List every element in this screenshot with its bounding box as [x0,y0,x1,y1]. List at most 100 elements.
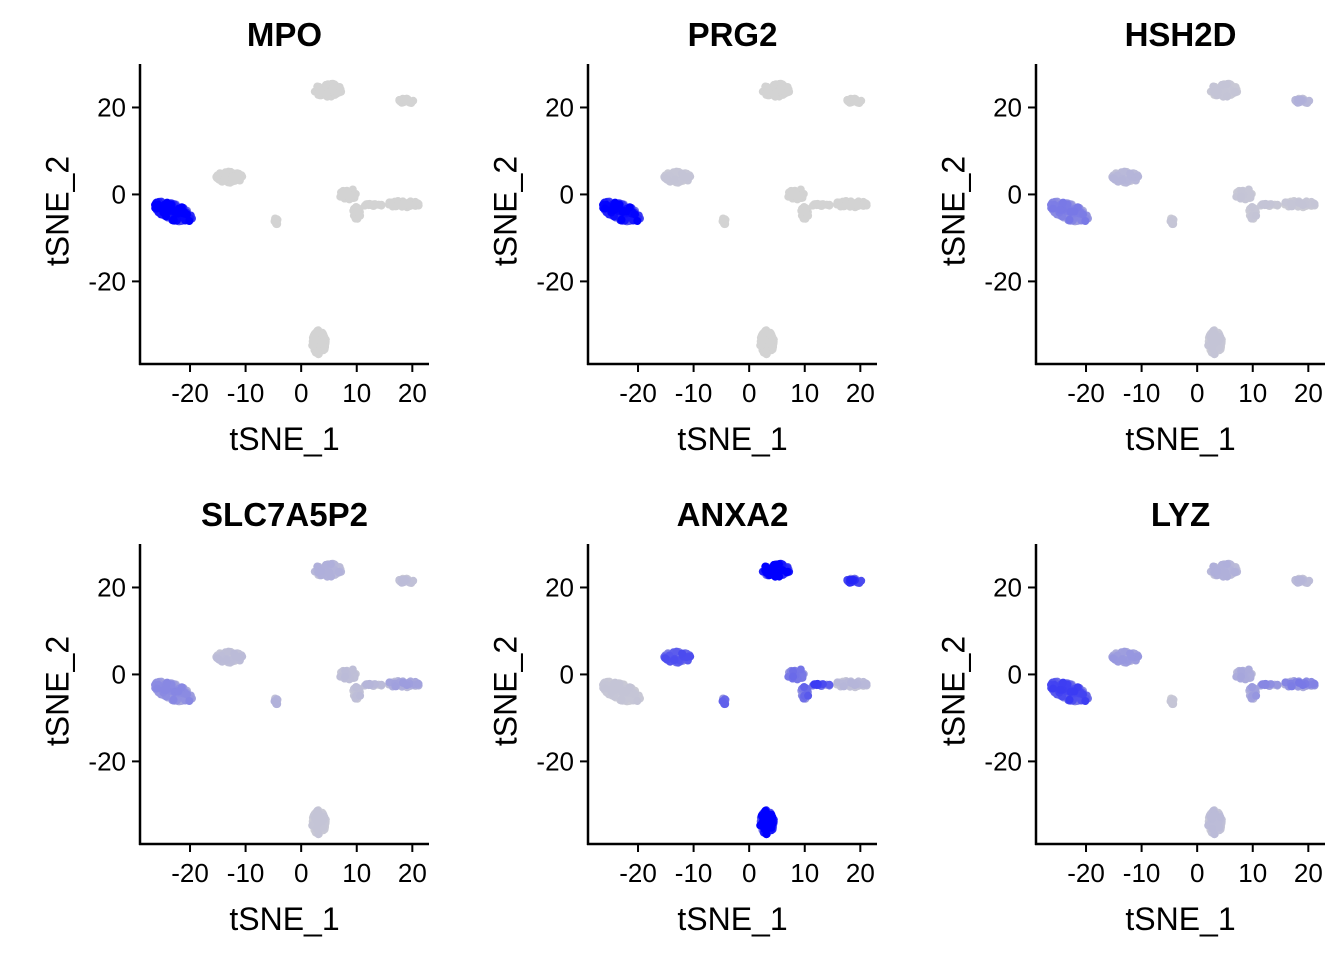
cell-point [1049,684,1057,693]
y-axis-label: tSNE_2 [935,636,971,746]
cell-point [1126,169,1135,178]
x-axis-label: tSNE_1 [1125,421,1235,457]
x-tick-label: 20 [846,858,875,888]
x-axis-label: tSNE_1 [1125,901,1235,937]
points-layer [599,559,871,839]
cell-point [862,679,871,688]
cell-point [1210,810,1219,819]
cell-point [328,79,337,88]
x-tick-label: -10 [675,858,713,888]
cell-point [847,678,855,687]
y-tick-label: 20 [993,572,1022,602]
cell-point [762,830,771,839]
y-tick-label: 20 [993,92,1022,122]
panel-title: ANXA2 [677,496,789,533]
cell-point [1118,176,1127,185]
y-axis-label: tSNE_2 [39,636,75,746]
cell-point [670,656,679,665]
cell-point [271,216,280,225]
cell-point [1310,679,1319,688]
cell-point [398,576,407,584]
cell-point [783,88,792,97]
cell-point [817,201,826,210]
cell-point [766,340,775,349]
panel-prg2: PRG2 -20 -10 0 10 20 20 0 -20 tSNE_1 tSNE_2 [487,16,877,457]
x-tick-label: 10 [790,858,819,888]
cell-point [804,691,813,700]
cell-point [220,175,229,183]
cell-point [1210,830,1219,839]
cell-point [1237,672,1246,681]
cell-point [1081,697,1090,705]
cell-point [1081,217,1090,225]
cell-point [1295,198,1303,207]
cell-point [661,174,670,183]
points-layer [151,559,423,839]
cell-point [1168,220,1177,229]
cell-point [825,680,834,689]
panel-title: PRG2 [688,16,778,53]
x-tick-label: -20 [171,378,209,408]
cell-point [327,572,336,581]
cell-point [1237,192,1246,201]
cell-point [317,330,326,339]
x-tick-label: 10 [1238,378,1267,408]
cell-point [230,649,239,658]
cell-point [228,177,237,186]
cell-point [1287,202,1296,211]
y-axis-label: tSNE_2 [935,156,971,266]
x-tick-label: 0 [294,858,308,888]
cell-point [414,679,423,688]
cell-point [719,216,728,225]
cell-point [796,665,805,674]
cell-point [406,98,415,107]
cell-point [803,210,812,219]
cell-point [314,830,323,839]
y-tick-label: 20 [97,92,126,122]
cell-point [1244,665,1253,674]
cell-point [776,85,785,94]
cell-point [153,204,161,213]
x-tick-label: 20 [1294,858,1323,888]
panel-title: MPO [247,16,322,53]
y-tick-label: 0 [560,179,574,209]
cell-point [362,680,371,689]
cell-point [395,96,404,104]
y-tick-label: 0 [1008,659,1022,689]
x-tick-label: 20 [846,378,875,408]
x-tick-label: -10 [1123,378,1161,408]
x-tick-label: -20 [619,378,657,408]
cell-point [1056,205,1065,214]
cell-point [611,678,620,687]
cell-point [1248,683,1257,691]
cell-point [399,678,407,687]
cell-point [1118,656,1127,665]
y-tick-label: -20 [536,746,574,776]
y-tick-label: -20 [984,746,1022,776]
cell-point [183,690,191,699]
x-tick-label: 0 [742,858,756,888]
cell-point [776,79,785,88]
cell-point [317,567,326,576]
cell-point [601,684,609,693]
panel-slc7a5p2: SLC7A5P2 -20 -10 0 10 20 20 0 -20 tSNE_1 tSNE_2 [39,496,429,937]
x-tick-label: -20 [1067,378,1105,408]
cell-point [608,685,617,694]
cell-point [846,202,854,211]
cell-point [352,683,361,691]
cell-point [765,330,774,339]
y-tick-label: -20 [88,746,126,776]
x-tick-label: 10 [1238,858,1267,888]
cell-point [1079,210,1087,219]
cell-point [1222,80,1231,89]
cell-point [770,90,779,99]
cell-point [163,198,172,207]
cell-point [1287,682,1296,691]
points-layer [1047,559,1319,839]
cell-point [213,654,222,663]
cell-point [163,678,172,687]
cell-point [1056,685,1065,694]
cell-point [792,193,801,202]
cell-point [611,198,620,207]
